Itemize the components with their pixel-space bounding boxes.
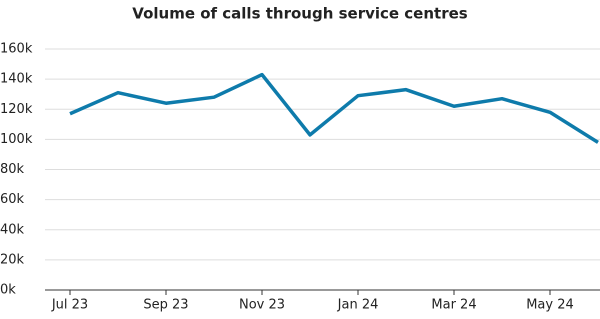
y-tick-label: 40k bbox=[0, 222, 25, 237]
chart-title: Volume of calls through service centres bbox=[132, 5, 467, 23]
y-tick-label: 120k bbox=[0, 102, 33, 117]
x-tick-label: Jan 24 bbox=[337, 298, 379, 313]
x-tick-label: Sep 23 bbox=[143, 298, 188, 313]
y-tick-label: 160k bbox=[0, 42, 33, 57]
y-tick-label: 0k bbox=[0, 283, 16, 298]
y-tick-label: 100k bbox=[0, 132, 33, 147]
y-tick-label: 20k bbox=[0, 252, 25, 267]
x-tick-label: Jul 23 bbox=[51, 298, 88, 313]
y-tick-label: 80k bbox=[0, 162, 25, 177]
x-tick-label: May 24 bbox=[526, 298, 574, 313]
series-line bbox=[69, 72, 599, 144]
y-tick-label: 60k bbox=[0, 192, 25, 207]
y-tick-label: 140k bbox=[0, 72, 33, 87]
x-tick-label: Mar 24 bbox=[431, 298, 476, 313]
x-tick-label: Nov 23 bbox=[239, 298, 285, 313]
